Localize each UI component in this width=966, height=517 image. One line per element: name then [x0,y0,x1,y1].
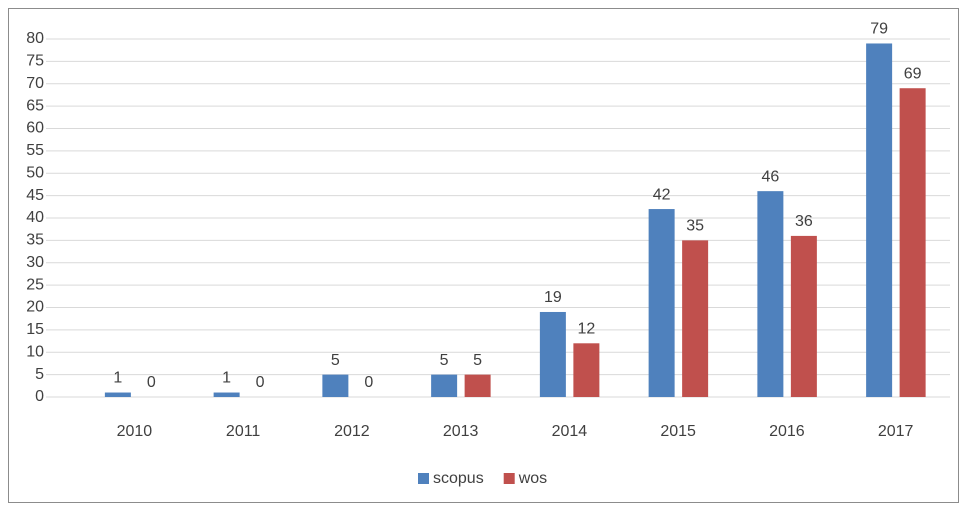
value-label: 1 [113,370,122,387]
bar [464,374,491,397]
bar [866,43,893,397]
value-label: 79 [870,21,888,38]
x-tick-label: 2016 [769,423,805,440]
y-tick-label: 55 [26,142,44,159]
value-label: 0 [364,374,373,391]
y-tick-label: 70 [26,75,44,92]
y-tick-label: 15 [26,321,44,338]
value-label: 1 [222,370,231,387]
x-tick-label: 2017 [878,423,914,440]
value-label: 46 [761,168,779,185]
bar [573,343,600,397]
x-tick-label: 2013 [443,423,479,440]
value-label: 0 [256,374,265,391]
y-tick-label: 60 [26,120,44,137]
y-tick-label: 35 [26,232,44,249]
y-tick-label: 10 [26,343,44,360]
x-tick-label: 2011 [226,423,261,440]
x-tick-label: 2014 [552,423,588,440]
bar [104,392,131,397]
bar [648,209,675,397]
bar [539,311,566,397]
legend-label: scopus [433,470,484,487]
bar [790,235,817,397]
y-tick-label: 0 [35,388,44,405]
y-tick-label: 25 [26,276,44,293]
value-label: 5 [440,352,449,369]
x-tick-label: 2010 [117,423,153,440]
y-tick-label: 65 [26,97,44,114]
y-tick-label: 40 [26,209,44,226]
legend-swatch [418,473,429,484]
value-label: 12 [577,321,595,338]
value-label: 42 [653,186,671,203]
bar [899,88,926,397]
value-label: 69 [904,65,922,82]
legend-label: wos [518,470,547,487]
value-label: 19 [544,289,562,306]
y-tick-label: 50 [26,164,44,181]
x-tick-label: 2012 [334,423,370,440]
value-label: 5 [331,352,340,369]
y-tick-label: 75 [26,53,44,70]
legend-swatch [503,473,515,484]
bar [757,191,784,397]
bar [322,374,349,397]
bar [431,374,458,397]
value-label: 35 [686,218,704,235]
y-tick-label: 45 [26,187,44,204]
value-label: 5 [473,352,482,369]
y-tick-label: 5 [35,366,44,383]
y-tick-label: 30 [26,254,44,271]
bar [213,392,240,397]
x-tick-label: 2015 [660,423,696,440]
y-tick-label: 20 [26,299,44,316]
value-label: 36 [795,213,813,230]
bar [682,240,709,397]
value-label: 0 [147,374,156,391]
y-tick-label: 80 [26,30,44,47]
